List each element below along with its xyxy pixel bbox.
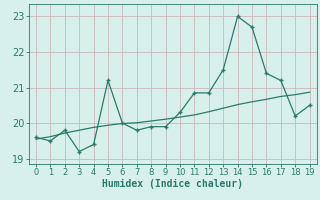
X-axis label: Humidex (Indice chaleur): Humidex (Indice chaleur) bbox=[102, 179, 243, 189]
